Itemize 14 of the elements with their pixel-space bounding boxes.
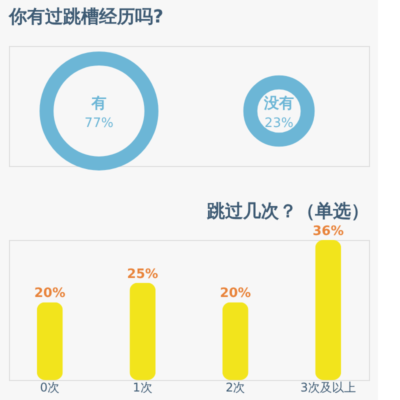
- x-tick-label: 1次: [132, 380, 152, 394]
- category-label: 有: [90, 94, 106, 112]
- category-label: 没有: [263, 94, 294, 112]
- x-tick-label: 2次: [226, 380, 246, 394]
- data-label: 20%: [220, 286, 251, 302]
- x-tick-label: 3次及以上: [300, 380, 356, 394]
- data-label: 20%: [34, 286, 66, 302]
- chart-title: 跳过几次？（单选）: [206, 201, 369, 222]
- data-label: 25%: [127, 266, 158, 282]
- x-tick-label: 0次: [40, 380, 60, 394]
- data-label: 36%: [312, 224, 344, 239]
- data-label: 23%: [264, 116, 294, 131]
- text: 你有过跳槽经历吗?: [8, 6, 164, 28]
- data-label: 77%: [84, 116, 114, 131]
